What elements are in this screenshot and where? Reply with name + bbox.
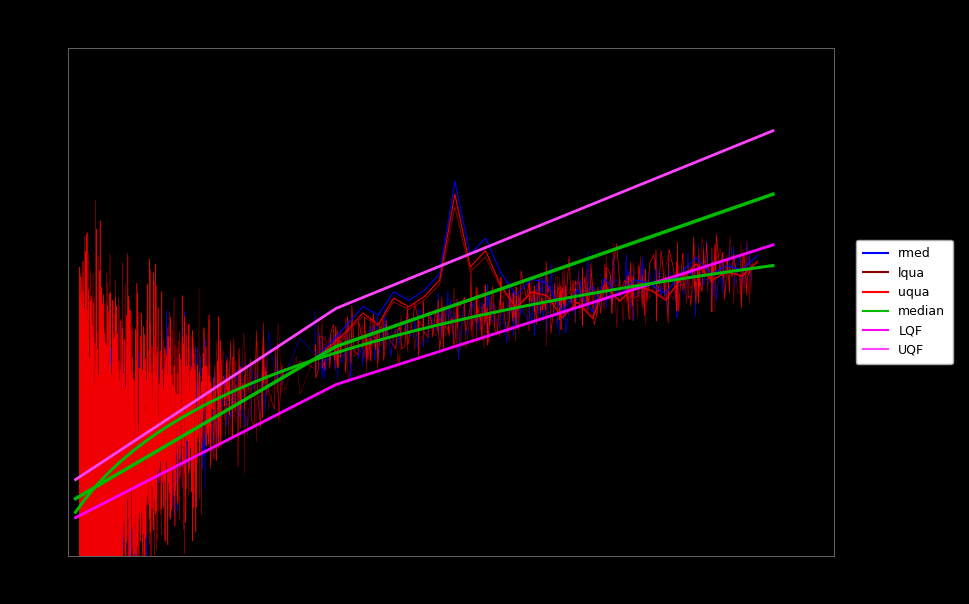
Legend: rmed, lqua, uqua, median, LQF, UQF: rmed, lqua, uqua, median, LQF, UQF — [855, 240, 952, 364]
